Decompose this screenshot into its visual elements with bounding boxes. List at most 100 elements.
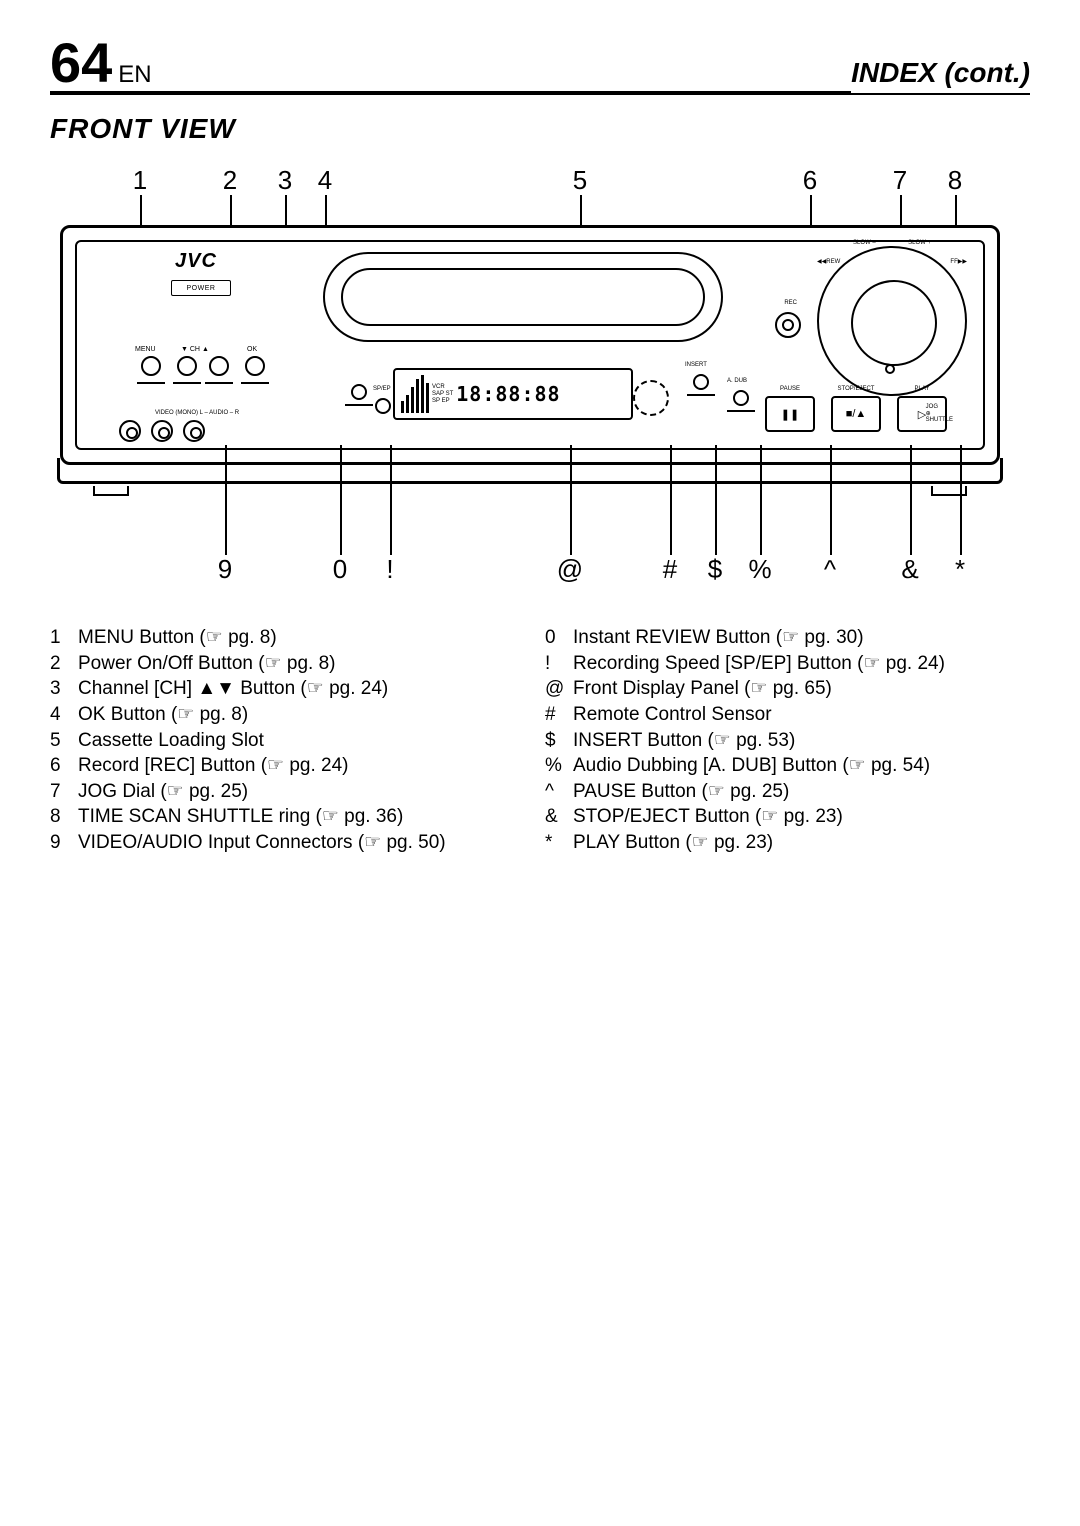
legend-text: JOG Dial (☞ pg. 25) bbox=[78, 779, 535, 805]
page-header: 64EN INDEX (cont.) bbox=[50, 30, 1030, 95]
legend-text: Instant REVIEW Button (☞ pg. 30) bbox=[573, 625, 1030, 651]
legend-text: Record [REC] Button (☞ pg. 24) bbox=[78, 753, 535, 779]
shuttle-ring: ◀◀REW FF▶▶ SLOW – SLOW + bbox=[817, 246, 967, 396]
legend-row: 7JOG Dial (☞ pg. 25) bbox=[50, 779, 535, 805]
callout-bot-!: ! bbox=[375, 554, 405, 585]
legend-row: *PLAY Button (☞ pg. 23) bbox=[545, 830, 1030, 856]
legend-row: 8TIME SCAN SHUTTLE ring (☞ pg. 36) bbox=[50, 804, 535, 830]
legend-row: 1MENU Button (☞ pg. 8) bbox=[50, 625, 535, 651]
ok-label: OK bbox=[247, 346, 257, 353]
callout-bot-9: 9 bbox=[210, 554, 240, 585]
slow-minus-label: SLOW – bbox=[853, 240, 876, 246]
legend-row: 4OK Button (☞ pg. 8) bbox=[50, 702, 535, 728]
legend-row: %Audio Dubbing [A. DUB] Button (☞ pg. 54… bbox=[545, 753, 1030, 779]
play-button: PLAY ▷ bbox=[897, 396, 947, 432]
legend-text: Recording Speed [SP/EP] Button (☞ pg. 24… bbox=[573, 651, 1030, 677]
legend-key: 5 bbox=[50, 728, 78, 754]
jog-dial bbox=[851, 280, 937, 366]
page-lang: EN bbox=[118, 61, 151, 88]
spep-button bbox=[375, 398, 391, 414]
lead-line-bot bbox=[960, 445, 962, 555]
legend: 1MENU Button (☞ pg. 8)2Power On/Off Butt… bbox=[50, 625, 1030, 856]
legend-key: 2 bbox=[50, 651, 78, 677]
stop-eject-icon: ■/▲ bbox=[833, 398, 879, 430]
rec-button-inner bbox=[782, 319, 794, 331]
legend-text: Channel [CH] ▲▼ Button (☞ pg. 24) bbox=[78, 676, 535, 702]
callout-top-2: 2 bbox=[218, 165, 242, 196]
legend-key: & bbox=[545, 804, 573, 830]
slow-plus-label: SLOW + bbox=[908, 240, 931, 246]
legend-col-right: 0Instant REVIEW Button (☞ pg. 30)!Record… bbox=[545, 625, 1030, 856]
legend-text: Power On/Off Button (☞ pg. 8) bbox=[78, 651, 535, 677]
callout-top-5: 5 bbox=[568, 165, 592, 196]
legend-text: TIME SCAN SHUTTLE ring (☞ pg. 36) bbox=[78, 804, 535, 830]
front-display-panel: VCRSAP STSP EP 18:88:88 bbox=[393, 368, 633, 420]
callout-bot-@: @ bbox=[555, 554, 585, 585]
legend-row: 0Instant REVIEW Button (☞ pg. 30) bbox=[545, 625, 1030, 651]
menu-button bbox=[141, 356, 161, 376]
legend-text: VIDEO/AUDIO Input Connectors (☞ pg. 50) bbox=[78, 830, 535, 856]
legend-key: 3 bbox=[50, 676, 78, 702]
legend-key: ^ bbox=[545, 779, 573, 805]
legend-row: $INSERT Button (☞ pg. 53) bbox=[545, 728, 1030, 754]
legend-text: STOP/EJECT Button (☞ pg. 23) bbox=[573, 804, 1030, 830]
insert-button-base bbox=[687, 394, 715, 396]
display-mode-icons: VCRSAP STSP EP bbox=[432, 384, 453, 405]
vcr-base bbox=[57, 458, 1003, 484]
ch-label: ▼ CH ▲ bbox=[181, 346, 209, 353]
legend-key: 4 bbox=[50, 702, 78, 728]
lead-line-bot bbox=[225, 445, 227, 555]
legend-row: 9VIDEO/AUDIO Input Connectors (☞ pg. 50) bbox=[50, 830, 535, 856]
rew-label: ◀◀REW bbox=[817, 258, 840, 265]
jog-indicator bbox=[885, 364, 895, 374]
lead-line-bot bbox=[760, 445, 762, 555]
pause-button: PAUSE ❚❚ bbox=[765, 396, 815, 432]
callout-top-3: 3 bbox=[273, 165, 297, 196]
vcr-outline: JVC POWER MENU ▼ CH ▲ OK REC ◀◀REW FF▶▶ … bbox=[60, 225, 1000, 465]
ch-down-button bbox=[177, 356, 197, 376]
cassette-slot-inner bbox=[341, 268, 705, 326]
cassette-slot bbox=[323, 252, 723, 342]
callout-bot-^: ^ bbox=[815, 554, 845, 585]
display-digits: 18:88:88 bbox=[456, 382, 560, 406]
review-button-base bbox=[345, 404, 373, 406]
legend-key: ! bbox=[545, 651, 573, 677]
legend-key: 1 bbox=[50, 625, 78, 651]
legend-text: INSERT Button (☞ pg. 53) bbox=[573, 728, 1030, 754]
callout-bot-$: $ bbox=[700, 554, 730, 585]
legend-key: @ bbox=[545, 676, 573, 702]
callout-top-1: 1 bbox=[128, 165, 152, 196]
legend-key: 7 bbox=[50, 779, 78, 805]
ok-button bbox=[245, 356, 265, 376]
legend-text: Remote Control Sensor bbox=[573, 702, 1030, 728]
legend-row: !Recording Speed [SP/EP] Button (☞ pg. 2… bbox=[545, 651, 1030, 677]
rec-button bbox=[775, 312, 801, 338]
legend-key: 6 bbox=[50, 753, 78, 779]
pause-label: PAUSE bbox=[767, 386, 813, 392]
callout-top-8: 8 bbox=[943, 165, 967, 196]
legend-text: Front Display Panel (☞ pg. 65) bbox=[573, 676, 1030, 702]
callout-bot-&: & bbox=[895, 554, 925, 585]
adub-button-base bbox=[727, 410, 755, 412]
audio-r-jack bbox=[183, 420, 205, 442]
video-jack bbox=[119, 420, 141, 442]
callout-bot-*: * bbox=[945, 554, 975, 585]
audio-l-jack bbox=[151, 420, 173, 442]
adub-label: A. DUB bbox=[727, 378, 747, 384]
legend-row: &STOP/EJECT Button (☞ pg. 23) bbox=[545, 804, 1030, 830]
menu-label: MENU bbox=[135, 346, 156, 353]
lead-line-bot bbox=[910, 445, 912, 555]
rec-label: REC bbox=[784, 300, 797, 306]
page-number-block: 64EN bbox=[50, 30, 152, 95]
jvc-logo: JVC bbox=[175, 250, 217, 273]
insert-label: INSERT bbox=[685, 362, 707, 368]
legend-text: Cassette Loading Slot bbox=[78, 728, 535, 754]
lead-line-bot bbox=[830, 445, 832, 555]
legend-key: 0 bbox=[545, 625, 573, 651]
legend-col-left: 1MENU Button (☞ pg. 8)2Power On/Off Butt… bbox=[50, 625, 535, 856]
pause-icon: ❚❚ bbox=[767, 398, 813, 430]
legend-row: 6Record [REC] Button (☞ pg. 24) bbox=[50, 753, 535, 779]
callout-top-6: 6 bbox=[798, 165, 822, 196]
lead-line-bot bbox=[670, 445, 672, 555]
ch-up-button bbox=[209, 356, 229, 376]
